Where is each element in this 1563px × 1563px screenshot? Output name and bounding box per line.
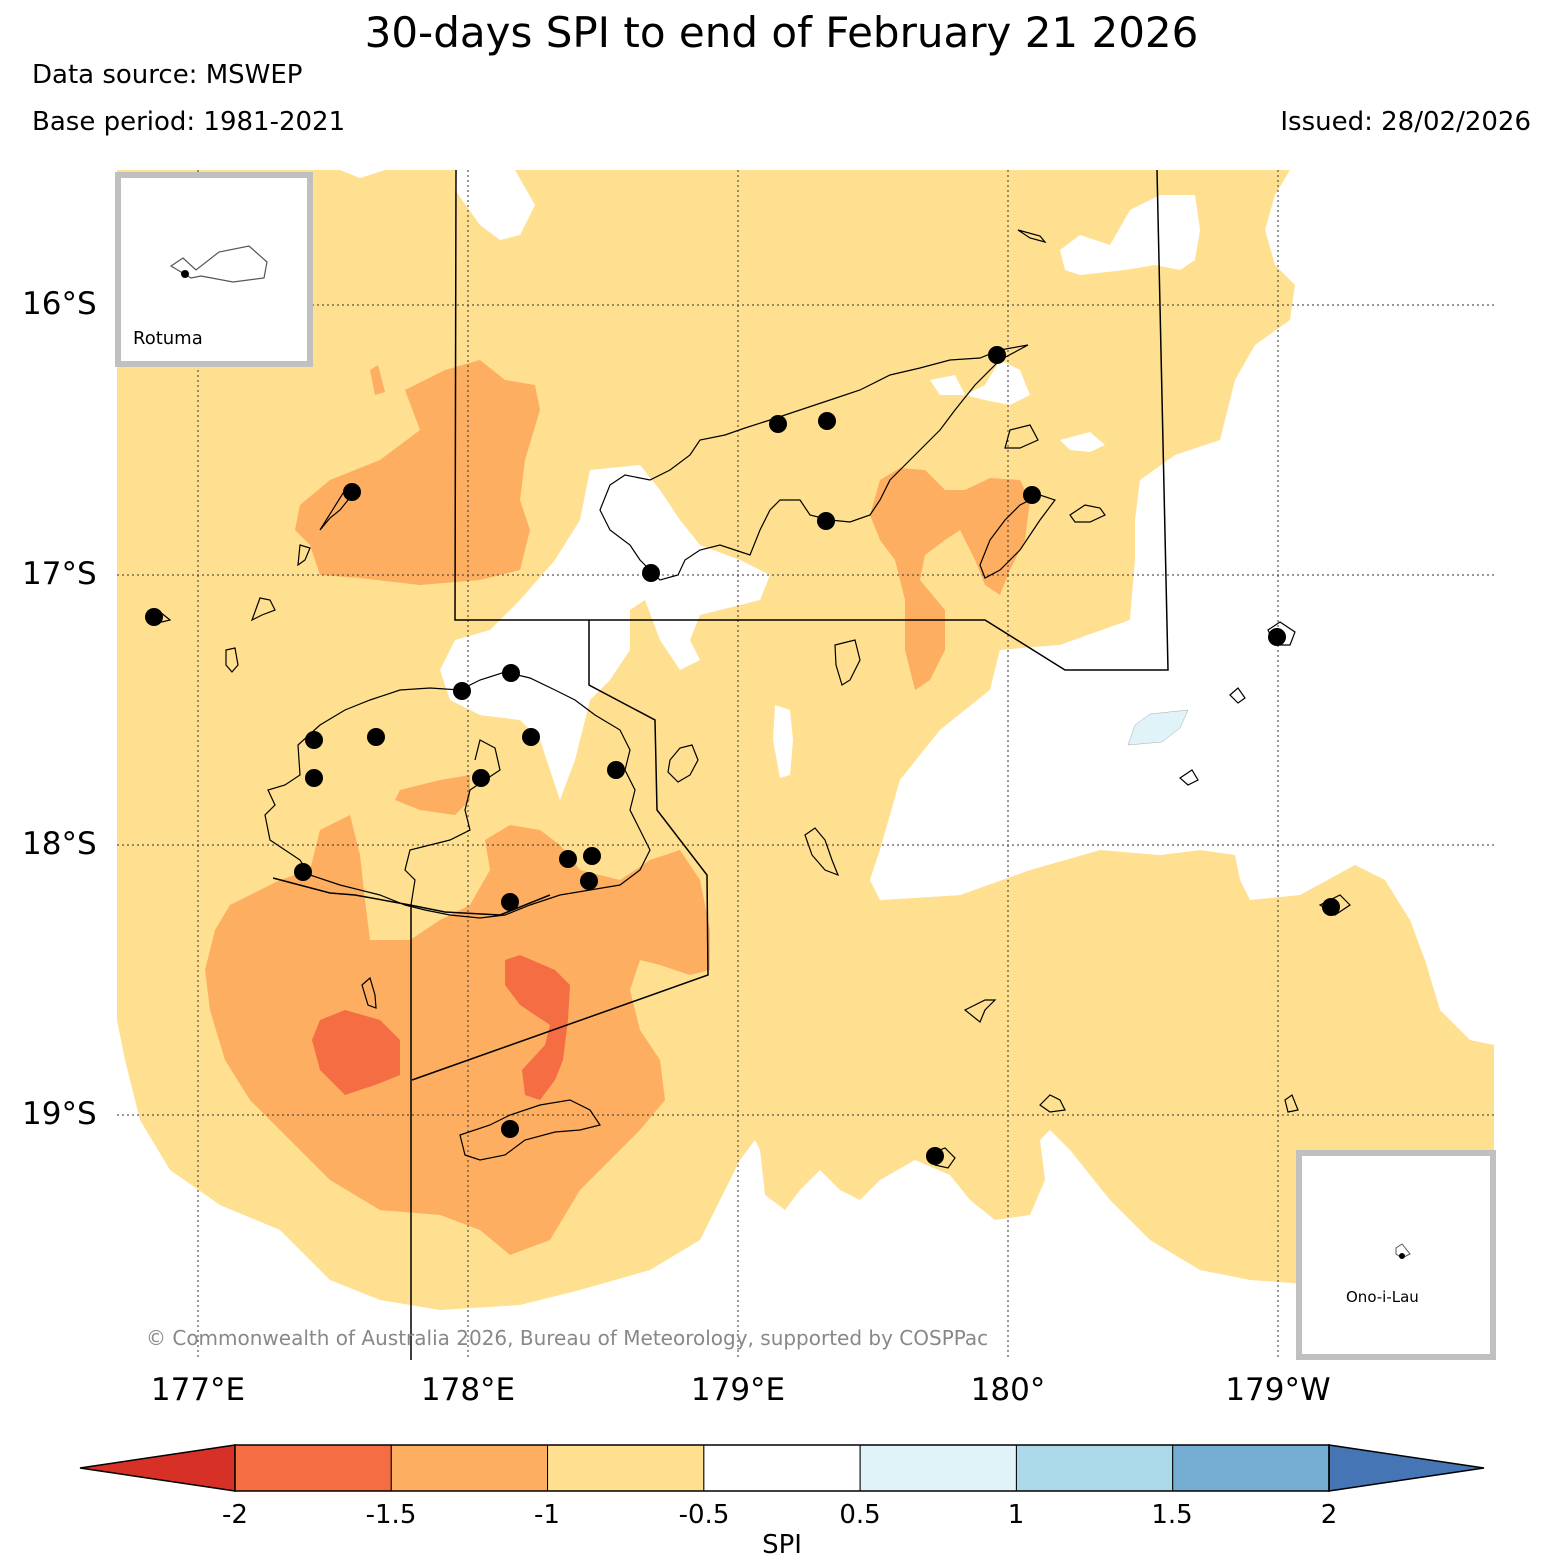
latitude-label-16s: 16°S: [22, 286, 97, 322]
spi-colorbar: [79, 1444, 1485, 1492]
longitude-label-177e: 177°E: [150, 1372, 246, 1408]
spi-zone-severe-dry-nw-small: [370, 365, 385, 395]
colorbar-segment: [390, 1444, 549, 1492]
spi-zone-near-normal-top: [1060, 195, 1200, 275]
colorbar-tick-label: -1: [534, 1500, 560, 1530]
colorbar-tick-label: -1.5: [365, 1500, 417, 1530]
colorbar-segment: [547, 1444, 705, 1492]
spi-zone-near-normal-north: [440, 465, 770, 800]
ono-i-lau-island-outline: [1395, 1243, 1411, 1259]
data-source-text: Data source: MSWEP: [32, 60, 303, 90]
base-period-text: Base period: 1981-2021: [32, 107, 346, 137]
colorbar-extend-low: [79, 1444, 236, 1492]
colorbar-tick-label: 0.5: [839, 1500, 881, 1530]
colorbar-segment: [1015, 1444, 1174, 1492]
copyright-text: © Commonwealth of Australia 2026, Bureau…: [146, 1326, 989, 1350]
admin-boundaries: [272, 170, 1169, 1360]
spi-zone-severe-dry-south: [205, 815, 710, 1255]
spi-zone-near-normal-ne2: [1060, 432, 1105, 452]
colorbar-segment: [234, 1444, 392, 1492]
longitude-label-180: 180°: [970, 1372, 1046, 1408]
longitude-label-179e: 179°E: [690, 1372, 786, 1408]
station-markers: [145, 346, 1340, 1165]
colorbar-tick-label: -2: [222, 1500, 248, 1530]
spi-zone-severe-dry-ne: [870, 468, 1030, 690]
coastlines: [146, 229, 1351, 1169]
spi-zone-severe-dry-nw: [295, 360, 540, 585]
longitude-label-178e: 178°E: [420, 1372, 516, 1408]
rotuma-label: Rotuma: [133, 328, 203, 349]
spi-zone-slightly-wet: [1127, 709, 1189, 746]
spi-zone-near-normal-right: [870, 300, 1494, 900]
spi-map: [117, 170, 1494, 1360]
rotuma-inset: Rotuma: [115, 172, 313, 367]
map-title: 30-days SPI to end of February 21 2026: [364, 8, 1199, 57]
spi-zone-near-normal-east: [773, 705, 793, 778]
spi-zone-near-normal-ne: [930, 360, 1030, 405]
colorbar-segment: [703, 1444, 861, 1492]
colorbar-extend-high: [1328, 1444, 1485, 1492]
colorbar-label: SPI: [762, 1530, 802, 1560]
colorbar-segment: [859, 1444, 1017, 1492]
colorbar-tick-label: 1: [1007, 1500, 1025, 1530]
ono-i-lau-inset: Ono-i-Lau: [1296, 1150, 1496, 1360]
latitude-label-17s: 17°S: [22, 556, 97, 592]
latitude-label-18s: 18°S: [22, 826, 97, 862]
spi-zone-extreme-dry-2: [505, 955, 570, 1100]
rotuma-island-outline: [169, 245, 268, 283]
issued-date-text: Issued: 28/02/2026: [1280, 107, 1531, 137]
colorbar-tick-label: 1.5: [1151, 1500, 1193, 1530]
latitude-label-19s: 19°S: [22, 1096, 97, 1132]
longitude-label-179w: 179°W: [1225, 1372, 1331, 1408]
colorbar-tick-label: 2: [1320, 1500, 1338, 1530]
colorbar-segment: [1172, 1444, 1330, 1492]
colorbar-tick-label: -0.5: [678, 1500, 730, 1530]
grid-lines: [117, 170, 1494, 1360]
spi-zone-severe-dry-central: [395, 775, 470, 815]
ono-i-lau-label: Ono-i-Lau: [1346, 1288, 1419, 1306]
spi-zone-extreme-dry-1: [312, 1010, 400, 1095]
